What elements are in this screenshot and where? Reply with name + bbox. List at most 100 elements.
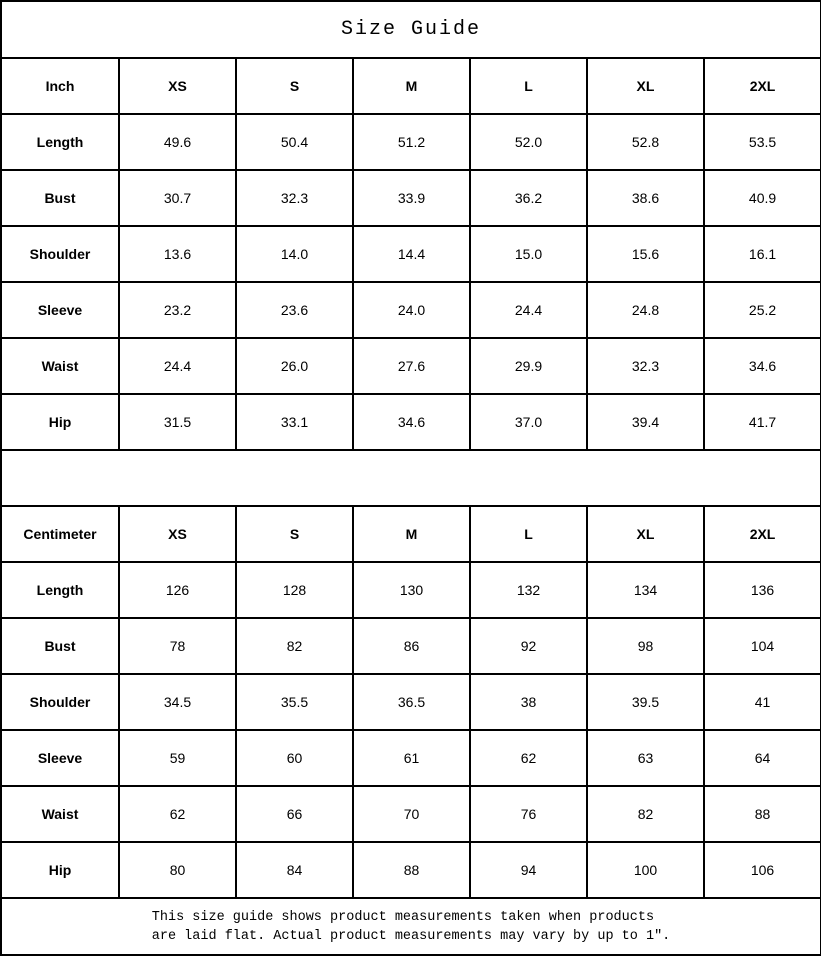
- size-header-cell: S: [235, 505, 354, 563]
- unit-header-cell: Inch: [0, 57, 120, 115]
- table-row: Bust 30.7 32.3 33.9 36.2 38.6 40.9: [0, 169, 821, 227]
- value-cell: 98: [586, 617, 705, 675]
- value-cell: 24.4: [118, 337, 237, 395]
- table-row: Bust 78 82 86 92 98 104: [0, 617, 821, 675]
- row-label-cell: Hip: [0, 841, 120, 899]
- value-cell: 52.8: [586, 113, 705, 171]
- value-cell: 70: [352, 785, 471, 843]
- size-header-cell: XL: [586, 505, 705, 563]
- page-title: Size Guide: [0, 0, 821, 59]
- value-cell: 38.6: [586, 169, 705, 227]
- table-row: Hip 31.5 33.1 34.6 37.0 39.4 41.7: [0, 393, 821, 451]
- value-cell: 52.0: [469, 113, 588, 171]
- row-label-cell: Length: [0, 561, 120, 619]
- inch-header-row: Inch XS S M L XL 2XL: [0, 57, 821, 115]
- value-cell: 62: [118, 785, 237, 843]
- value-cell: 88: [352, 841, 471, 899]
- row-label-cell: Waist: [0, 337, 120, 395]
- value-cell: 61: [352, 729, 471, 787]
- value-cell: 34.6: [702, 337, 821, 395]
- value-cell: 82: [235, 617, 354, 675]
- table-row: Sleeve 59 60 61 62 63 64: [0, 729, 821, 787]
- table-row: Shoulder 13.6 14.0 14.4 15.0 15.6 16.1: [0, 225, 821, 283]
- value-cell: 14.0: [235, 225, 354, 283]
- value-cell: 33.9: [352, 169, 471, 227]
- value-cell: 15.0: [469, 225, 588, 283]
- value-cell: 32.3: [586, 337, 705, 395]
- value-cell: 32.3: [235, 169, 354, 227]
- value-cell: 82: [586, 785, 705, 843]
- value-cell: 34.6: [352, 393, 471, 451]
- value-cell: 24.8: [586, 281, 705, 339]
- value-cell: 26.0: [235, 337, 354, 395]
- value-cell: 128: [235, 561, 354, 619]
- value-cell: 100: [586, 841, 705, 899]
- size-header-cell: L: [469, 505, 588, 563]
- row-label-cell: Waist: [0, 785, 120, 843]
- value-cell: 53.5: [702, 113, 821, 171]
- row-label-cell: Length: [0, 113, 120, 171]
- table-row: Waist 24.4 26.0 27.6 29.9 32.3 34.6: [0, 337, 821, 395]
- value-cell: 24.4: [469, 281, 588, 339]
- value-cell: 35.5: [235, 673, 354, 731]
- value-cell: 80: [118, 841, 237, 899]
- row-label-cell: Shoulder: [0, 225, 120, 283]
- value-cell: 36.2: [469, 169, 588, 227]
- footer-note-line2: are laid flat. Actual product measuremen…: [151, 928, 671, 944]
- value-cell: 88: [702, 785, 821, 843]
- value-cell: 134: [586, 561, 705, 619]
- value-cell: 59: [118, 729, 237, 787]
- footer-note: This size guide shows product measuremen…: [152, 908, 670, 946]
- row-label-cell: Sleeve: [0, 281, 120, 339]
- value-cell: 60: [235, 729, 354, 787]
- value-cell: 15.6: [586, 225, 705, 283]
- value-cell: 25.2: [702, 281, 821, 339]
- value-cell: 51.2: [352, 113, 471, 171]
- value-cell: 34.5: [118, 673, 237, 731]
- spacer-row: [0, 449, 821, 507]
- footer-note-line1: This size guide shows product measuremen…: [151, 909, 655, 925]
- row-label-cell: Hip: [0, 393, 120, 451]
- value-cell: 39.5: [586, 673, 705, 731]
- size-header-cell: XS: [118, 57, 237, 115]
- size-header-cell: 2XL: [702, 57, 821, 115]
- value-cell: 66: [235, 785, 354, 843]
- value-cell: 63: [586, 729, 705, 787]
- value-cell: 136: [702, 561, 821, 619]
- value-cell: 27.6: [352, 337, 471, 395]
- value-cell: 64: [702, 729, 821, 787]
- row-label-cell: Bust: [0, 169, 120, 227]
- value-cell: 23.6: [235, 281, 354, 339]
- value-cell: 36.5: [352, 673, 471, 731]
- value-cell: 31.5: [118, 393, 237, 451]
- spacer-cell: [0, 449, 821, 507]
- value-cell: 50.4: [235, 113, 354, 171]
- size-header-cell: XS: [118, 505, 237, 563]
- value-cell: 41: [702, 673, 821, 731]
- size-header-cell: 2XL: [702, 505, 821, 563]
- value-cell: 39.4: [586, 393, 705, 451]
- value-cell: 41.7: [702, 393, 821, 451]
- value-cell: 104: [702, 617, 821, 675]
- value-cell: 76: [469, 785, 588, 843]
- row-label-cell: Bust: [0, 617, 120, 675]
- value-cell: 84: [235, 841, 354, 899]
- size-header-cell: S: [235, 57, 354, 115]
- value-cell: 24.0: [352, 281, 471, 339]
- value-cell: 29.9: [469, 337, 588, 395]
- table-row: Shoulder 34.5 35.5 36.5 38 39.5 41: [0, 673, 821, 731]
- table-row: Hip 80 84 88 94 100 106: [0, 841, 821, 899]
- unit-header-cell: Centimeter: [0, 505, 120, 563]
- title-row: Size Guide: [0, 0, 821, 59]
- value-cell: 30.7: [118, 169, 237, 227]
- value-cell: 37.0: [469, 393, 588, 451]
- value-cell: 13.6: [118, 225, 237, 283]
- value-cell: 86: [352, 617, 471, 675]
- centimeter-header-row: Centimeter XS S M L XL 2XL: [0, 505, 821, 563]
- value-cell: 16.1: [702, 225, 821, 283]
- size-header-cell: L: [469, 57, 588, 115]
- value-cell: 132: [469, 561, 588, 619]
- size-header-cell: M: [352, 505, 471, 563]
